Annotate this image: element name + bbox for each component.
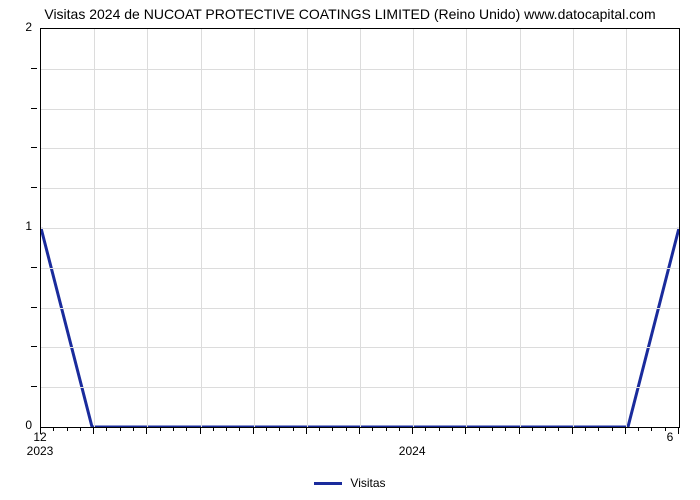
x-minor-tick [120, 428, 121, 431]
x-minor-tick [319, 428, 320, 431]
y-tick-label: 2 [4, 20, 32, 34]
grid-horizontal [41, 69, 679, 70]
plot-area [40, 28, 680, 428]
x-tick [412, 428, 413, 434]
y-minor-tick [31, 346, 37, 347]
grid-horizontal [41, 268, 679, 269]
x-minor-tick [133, 428, 134, 431]
y-minor-tick [31, 386, 37, 387]
y-minor-tick [31, 68, 37, 69]
grid-horizontal [41, 148, 679, 149]
x-minor-tick [53, 428, 54, 431]
x-minor-tick [160, 428, 161, 431]
x-minor-tick [425, 428, 426, 431]
y-minor-tick [31, 267, 37, 268]
x-minor-tick [545, 428, 546, 431]
x-tick [146, 428, 147, 434]
x-minor-tick [532, 428, 533, 431]
x-tick [306, 428, 307, 434]
x-minor-tick [106, 428, 107, 431]
x-minor-tick [239, 428, 240, 431]
x-minor-tick [612, 428, 613, 431]
x-tick [253, 428, 254, 434]
x-minor-tick [505, 428, 506, 431]
x-minor-tick [346, 428, 347, 431]
x-tick [359, 428, 360, 434]
legend-label: Visitas [350, 476, 385, 490]
x-minor-tick [213, 428, 214, 431]
y-minor-tick [31, 108, 37, 109]
x-minor-tick [651, 428, 652, 431]
x-minor-tick [279, 428, 280, 431]
x-minor-tick [173, 428, 174, 431]
x-minor-tick [558, 428, 559, 431]
x-minor-tick [332, 428, 333, 431]
x-tick [519, 428, 520, 434]
x-tick [93, 428, 94, 434]
x-minor-tick [492, 428, 493, 431]
x-tick [465, 428, 466, 434]
x-minor-tick [293, 428, 294, 431]
x-minor-tick [638, 428, 639, 431]
y-minor-tick [31, 187, 37, 188]
grid-horizontal [41, 228, 679, 229]
grid-horizontal [41, 347, 679, 348]
y-minor-tick [31, 147, 37, 148]
grid-horizontal [41, 308, 679, 309]
x-tick [625, 428, 626, 434]
x-minor-tick [80, 428, 81, 431]
x-minor-tick [598, 428, 599, 431]
x-minor-tick [479, 428, 480, 431]
y-tick-label: 0 [4, 418, 32, 432]
x-tick [678, 428, 679, 434]
grid-horizontal [41, 387, 679, 388]
x-minor-tick [585, 428, 586, 431]
x-tick [40, 428, 41, 434]
x-minor-tick [266, 428, 267, 431]
legend-swatch [314, 482, 342, 485]
chart-container: { "chart": { "type": "line", "title": "V… [0, 0, 700, 500]
x-minor-tick [226, 428, 227, 431]
x-minor-tick [452, 428, 453, 431]
x-minor-tick [439, 428, 440, 431]
x-minor-tick [399, 428, 400, 431]
x-tick [200, 428, 201, 434]
x-below-label: 6 [667, 430, 674, 444]
x-minor-tick [186, 428, 187, 431]
x-minor-tick [372, 428, 373, 431]
y-minor-tick [31, 307, 37, 308]
grid-horizontal [41, 109, 679, 110]
grid-horizontal [41, 188, 679, 189]
x-minor-tick [665, 428, 666, 431]
legend: Visitas [0, 476, 700, 490]
x-major-label: 2024 [399, 444, 426, 458]
x-tick [572, 428, 573, 434]
x-major-label: 2023 [27, 444, 54, 458]
chart-title: Visitas 2024 de NUCOAT PROTECTIVE COATIN… [0, 6, 700, 22]
x-minor-tick [67, 428, 68, 431]
x-minor-tick [386, 428, 387, 431]
y-tick-label: 1 [4, 219, 32, 233]
